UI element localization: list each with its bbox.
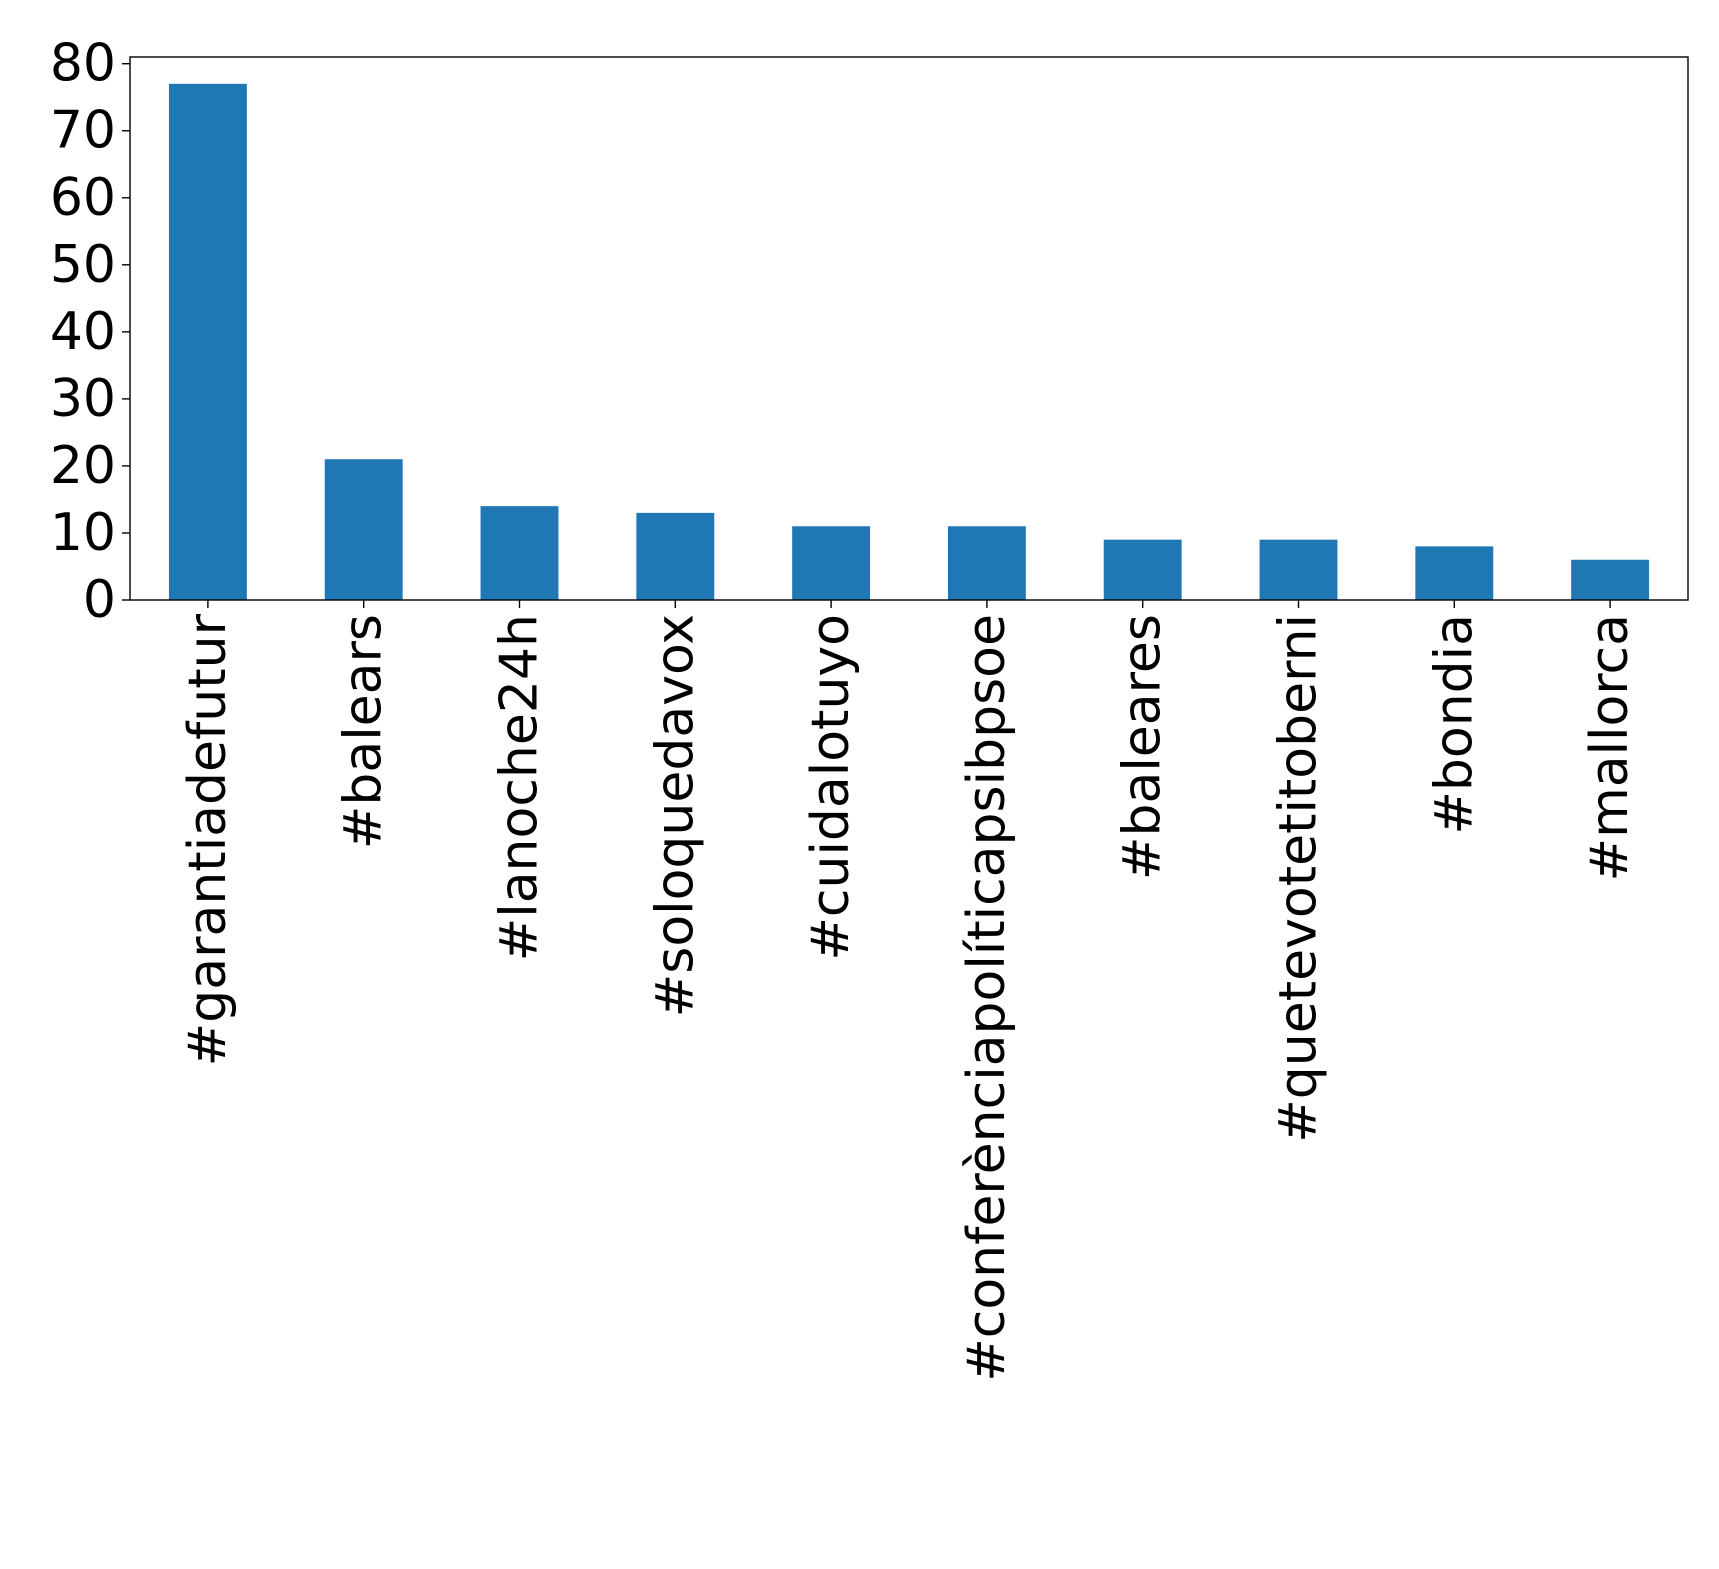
bar-cuidalotuyo xyxy=(792,526,871,600)
bar-mallorca xyxy=(1571,559,1650,600)
x-axis-ticks: #garantiadefutur #balears #lanoche24h #solo… xyxy=(178,600,1640,1382)
x-tick-label: #balears xyxy=(334,614,394,849)
y-tick-label: 30 xyxy=(50,369,116,429)
y-tick-label: 60 xyxy=(50,168,116,228)
y-tick-label: 50 xyxy=(50,235,116,295)
y-tick-label: 40 xyxy=(50,302,116,362)
bar-balears xyxy=(324,459,403,600)
x-tick-label: #lanoche24h xyxy=(490,614,550,961)
y-tick-label: 10 xyxy=(50,503,116,563)
bar-soloquedavox xyxy=(636,512,715,600)
bar-bondia xyxy=(1415,546,1494,600)
bar-baleares xyxy=(1103,539,1182,600)
x-tick-label: #baleares xyxy=(1113,614,1173,880)
plot-frame xyxy=(129,56,1689,601)
y-tick-label: 20 xyxy=(50,436,116,496)
bar-conferènciapolíticapsibpsoe xyxy=(947,526,1026,600)
x-tick-label: #bondia xyxy=(1424,614,1484,835)
x-tick-label: #garantiadefutur xyxy=(178,613,238,1066)
x-tick-label: #soloquedavox xyxy=(645,614,705,1017)
x-tick-label: #conferènciapolíticapsibpsoe xyxy=(957,614,1017,1382)
bar-quetevotetitoberni xyxy=(1259,539,1338,600)
y-tick-label: 70 xyxy=(50,101,116,161)
bar-garantiadefutur xyxy=(168,83,247,600)
y-axis-ticks: 0 10 20 30 40 50 60 70 80 xyxy=(50,34,130,630)
bars-group xyxy=(168,83,1650,600)
x-tick-label: #mallorca xyxy=(1580,614,1640,882)
y-tick-label: 80 xyxy=(50,34,116,94)
x-tick-label: #quetevotetitoberni xyxy=(1269,614,1329,1143)
x-tick-label: #cuidalotuyo xyxy=(801,614,861,961)
y-tick-label: 0 xyxy=(83,570,116,630)
bar-lanoche24h xyxy=(480,506,559,600)
